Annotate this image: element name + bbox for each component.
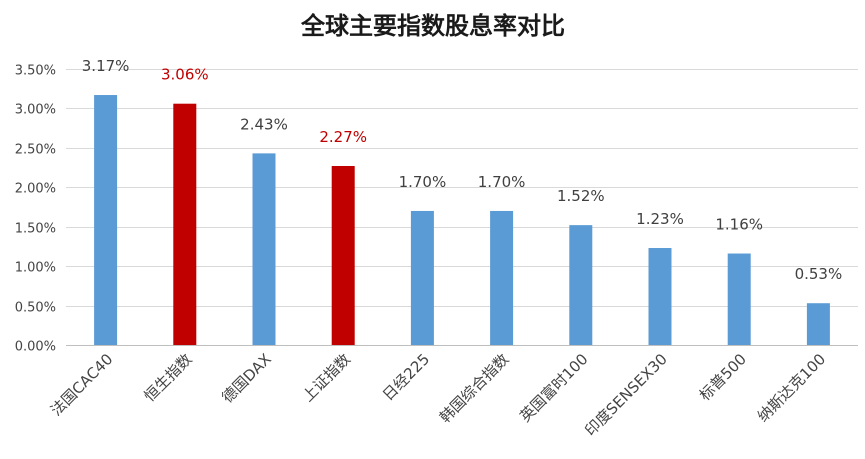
data-label: 2.27% (319, 128, 367, 146)
x-tick-label: 标普500 (696, 350, 750, 404)
x-tick-label: 英国富时100 (516, 350, 591, 425)
bar (806, 303, 830, 345)
data-label: 3.06% (161, 66, 209, 84)
y-tick-label: 3.00% (15, 103, 56, 118)
x-tick-label: 印度SENSEX30 (581, 350, 671, 440)
x-axis: 法国CAC40 恒生指数 德国DAX 上证指数 日经225 韩国综合指数 英国富时100印度… (47, 350, 829, 440)
data-label: 1.52% (557, 187, 605, 205)
bar (569, 225, 593, 345)
data-labels: 3.17% 3.06% 2.43% 2.27% 1.70% 1.70% 1.52% 1.23%… (82, 57, 842, 283)
bar (173, 103, 197, 345)
bar (648, 248, 672, 345)
bar (490, 210, 514, 345)
x-tick-label: 韩国综合指数 (436, 350, 512, 426)
bars (94, 95, 830, 345)
data-label: 1.70% (478, 173, 526, 191)
bar (727, 253, 751, 345)
y-tick-label: 1.00% (15, 261, 56, 276)
x-tick-label: 恒生指数 (140, 350, 195, 405)
gridlines (66, 69, 858, 346)
y-tick-label: 0.00% (15, 340, 56, 355)
bar (331, 165, 355, 345)
data-label: 0.53% (795, 265, 843, 283)
y-tick-label: 3.50% (15, 64, 56, 79)
y-tick-label: 0.50% (15, 301, 56, 316)
y-axis: 0.00% 0.50% 1.00% 1.50% 2.00% 2.50% 3.00% 3.50% (15, 64, 56, 355)
x-tick-label: 法国CAC40 (47, 350, 116, 419)
x-tick-label: 日经225 (379, 350, 433, 404)
data-label: 3.17% (82, 57, 130, 75)
data-label: 1.70% (399, 173, 447, 191)
y-tick-label: 2.00% (15, 182, 56, 197)
bar (410, 210, 434, 345)
x-tick-label: 上证指数 (299, 350, 354, 405)
x-tick-label: 德国DAX (218, 350, 274, 406)
y-tick-label: 2.50% (15, 143, 56, 158)
y-tick-label: 1.50% (15, 222, 56, 237)
data-label: 1.23% (636, 210, 684, 228)
data-label: 2.43% (240, 115, 288, 133)
bar (94, 95, 118, 345)
x-tick-label: 纳斯达克100 (754, 350, 829, 425)
bar (252, 153, 276, 345)
data-label: 1.16% (715, 216, 763, 234)
chart-title: 全球主要指数股息率对比 (300, 11, 565, 40)
